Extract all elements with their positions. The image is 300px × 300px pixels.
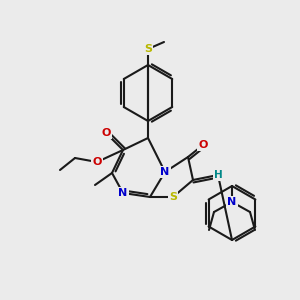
Text: S: S [144, 44, 152, 54]
Text: H: H [214, 170, 222, 180]
Text: N: N [227, 197, 237, 207]
Text: O: O [101, 128, 111, 138]
Text: S: S [169, 192, 177, 202]
Text: N: N [118, 188, 127, 198]
Text: O: O [92, 157, 102, 167]
Text: O: O [198, 140, 208, 150]
Text: N: N [160, 167, 169, 177]
